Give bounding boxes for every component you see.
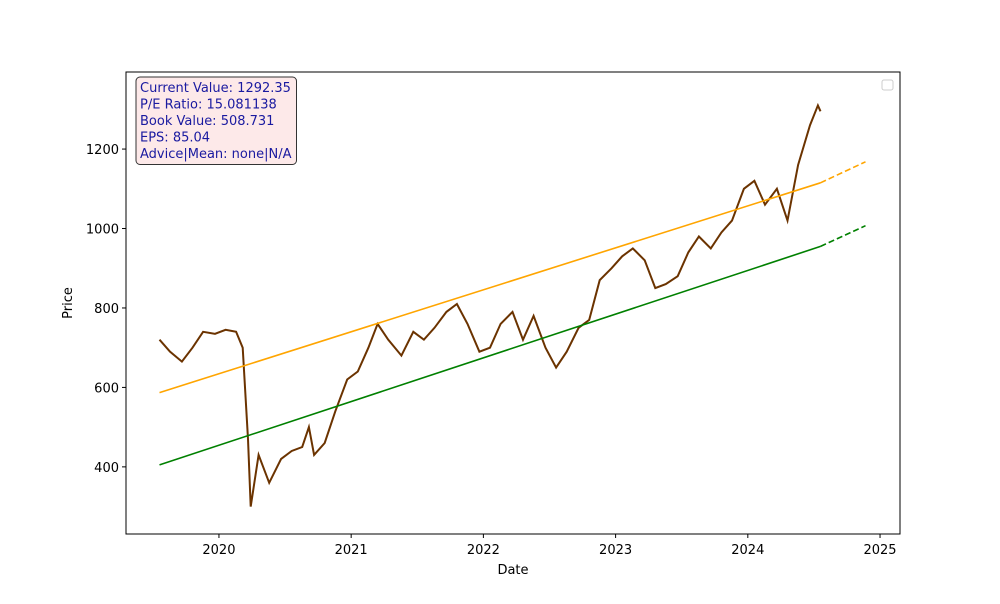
- x-axis-label: Date: [497, 563, 528, 578]
- x-tick-label: 2024: [731, 543, 764, 558]
- y-axis-label: Price: [61, 287, 76, 319]
- x-tick-label: 2022: [467, 543, 500, 558]
- y-tick-label: 400: [94, 461, 119, 476]
- x-tick-label: 2020: [202, 543, 235, 558]
- series-line: [820, 161, 866, 184]
- annotation-text: Advice|Mean: none|N/A: [140, 147, 292, 162]
- annotation-box: [135, 76, 297, 165]
- x-tick-label: 2023: [599, 543, 632, 558]
- x-tick-label: 2025: [863, 543, 896, 558]
- series-line: [159, 182, 821, 394]
- y-tick-label: 1000: [86, 223, 119, 238]
- annotation-text: Current Value: 1292.35: [140, 81, 291, 96]
- plot-frame: [125, 71, 901, 535]
- y-tick-label: 1200: [86, 143, 119, 158]
- y-tick-label: 800: [94, 302, 119, 317]
- series-line: [159, 245, 821, 466]
- x-tick-label: 2021: [335, 543, 368, 558]
- annotation-text: Book Value: 508.731: [140, 114, 274, 129]
- series-line: [820, 224, 866, 248]
- annotation-text: EPS: 85.04: [140, 131, 210, 146]
- y-tick-label: 600: [94, 381, 119, 396]
- series-line: [158, 102, 822, 507]
- legend: [881, 79, 894, 91]
- annotation-text: P/E Ratio: 15.081138: [140, 98, 277, 113]
